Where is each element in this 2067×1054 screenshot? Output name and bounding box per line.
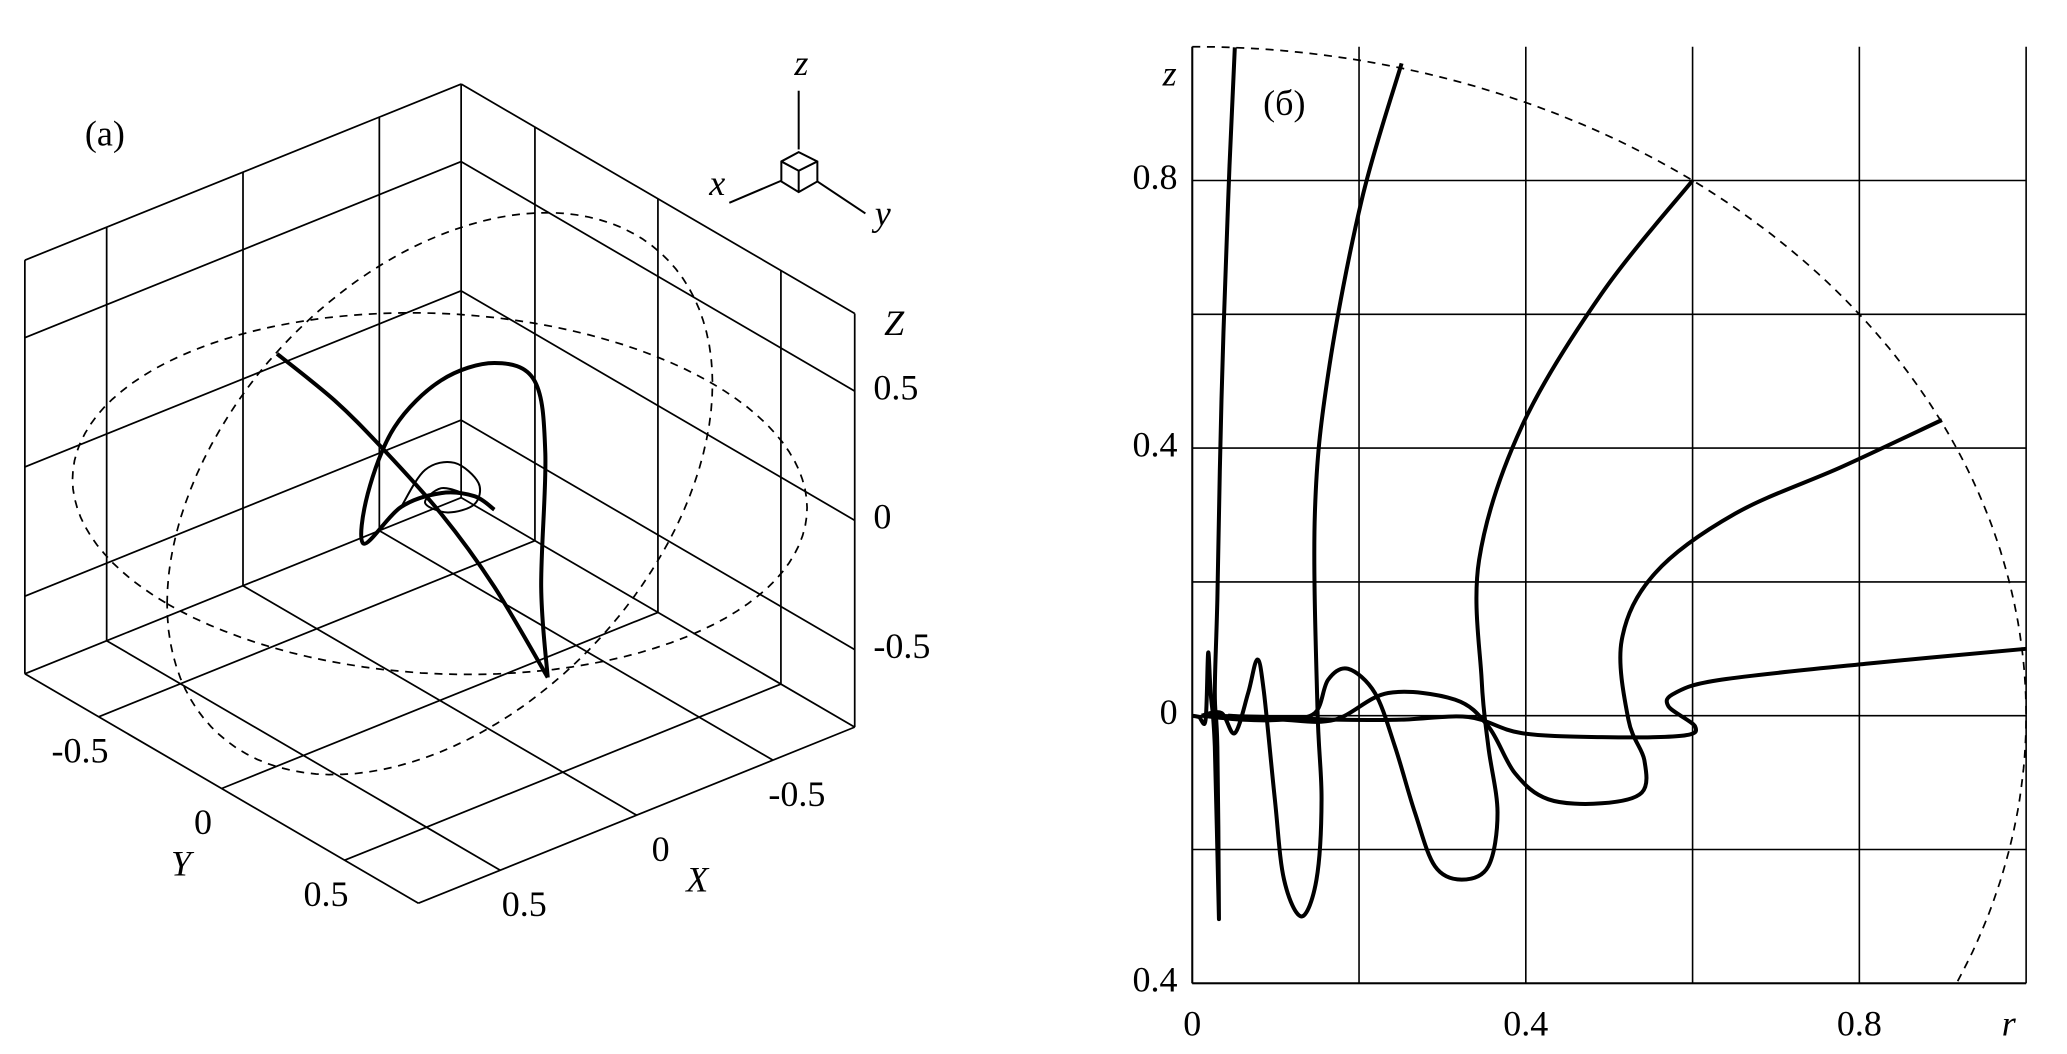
box-edge (460, 496, 856, 728)
x-tick-label: 0 (1183, 1004, 1201, 1044)
trajectory (1201, 179, 1695, 882)
grid-line (460, 419, 856, 651)
grid-line (460, 290, 856, 522)
trajectory (1201, 62, 1404, 919)
y-tick-label: 0.4 (1133, 424, 1178, 464)
box-edge (24, 673, 419, 904)
box-edge (24, 496, 462, 675)
icon-cube (780, 160, 818, 193)
trajectory (359, 361, 550, 678)
x-axis-label: r (2002, 1004, 2017, 1044)
y-tick-label: -0.5 (51, 730, 108, 770)
grid-line (460, 160, 856, 392)
trajectory (400, 460, 482, 514)
icon-label: y (872, 194, 891, 234)
x-tick-label: 0.8 (1837, 1004, 1882, 1044)
y-tick-label: 0.8 (1133, 157, 1178, 197)
x-axis-label: X (684, 859, 710, 899)
y-axis-label: z (1162, 54, 1177, 94)
grid-line (98, 539, 536, 718)
y-tick-label: 0 (194, 802, 212, 842)
x-tick-label: 0.5 (502, 884, 547, 924)
grid-line (344, 683, 782, 862)
box-edge (24, 83, 462, 261)
x-tick-label: 0 (652, 829, 670, 869)
icon-label: x (708, 163, 725, 203)
y-tick-label: 0 (1160, 692, 1178, 732)
trajectory (1191, 47, 1237, 922)
trajectory (275, 352, 550, 679)
panel-label: (б) (1263, 83, 1305, 123)
y-tick-label: 0.5 (303, 874, 348, 914)
z-axis-label: Z (884, 303, 905, 343)
icon-axis (728, 179, 784, 204)
grid-line (24, 290, 462, 468)
orientation-icon (728, 90, 866, 215)
icon-axis (816, 180, 866, 215)
icon-label: z (793, 43, 808, 83)
z-tick-label: 0 (873, 497, 891, 537)
trajectory (1228, 418, 1943, 806)
reference-circle (1192, 45, 2027, 982)
grid-line (24, 419, 462, 598)
z-tick-label: -0.5 (873, 626, 930, 666)
grid-line (221, 611, 659, 790)
box-edge (460, 83, 856, 315)
sphere-circle (71, 311, 808, 676)
x-tick-label: 0.4 (1503, 1004, 1548, 1044)
panel-label: (a) (85, 114, 125, 154)
x-tick-label: -0.5 (768, 774, 825, 814)
box-edge (418, 726, 856, 905)
y-tick-label: 0.4 (1133, 960, 1178, 1000)
grid-line (24, 160, 462, 339)
sphere-circle (166, 211, 714, 776)
y-axis-label: Y (171, 843, 195, 883)
z-tick-label: 0.5 (873, 367, 918, 407)
trajectory (1201, 646, 2027, 740)
